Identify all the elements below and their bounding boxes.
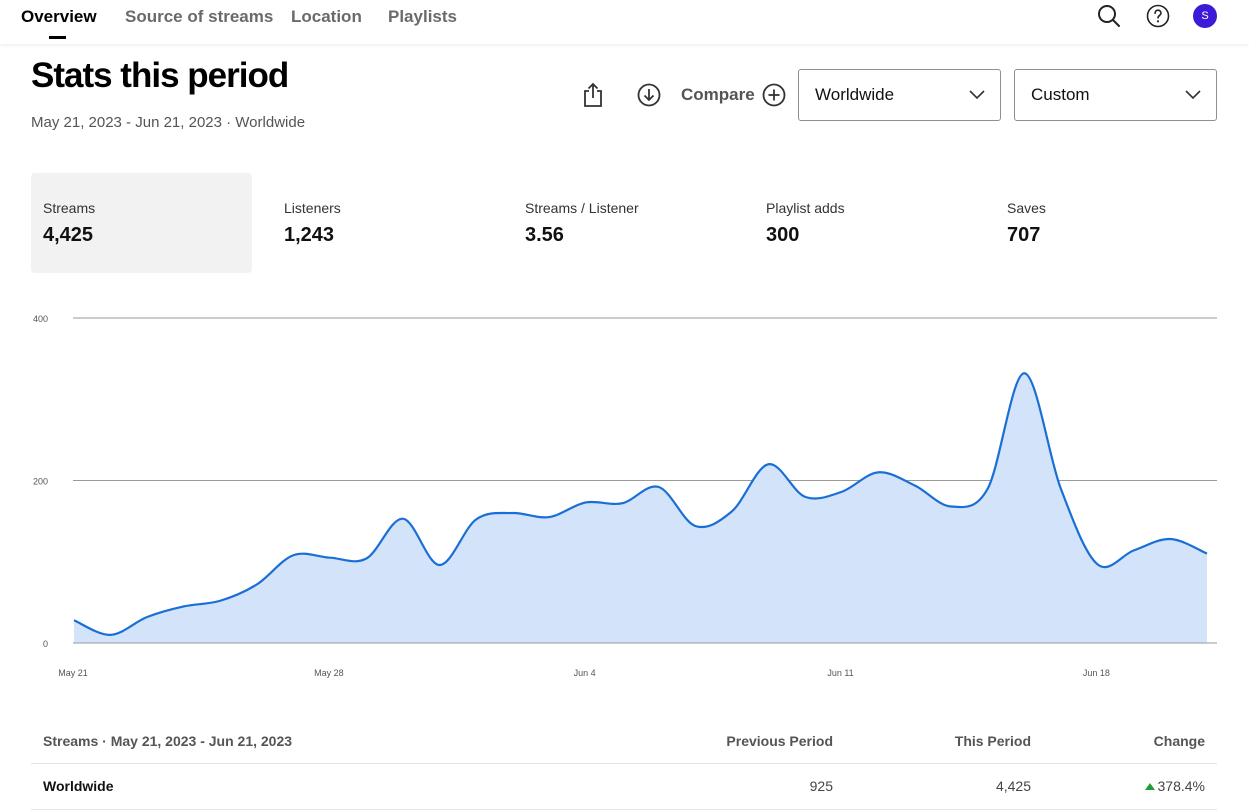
series-line xyxy=(73,372,1208,636)
avatar[interactable]: S xyxy=(1193,4,1217,28)
table-header-previous[interactable]: Previous Period xyxy=(726,733,833,749)
table-row[interactable]: Worldwide 925 4,425 378.4% xyxy=(31,764,1217,810)
region-select[interactable]: Worldwide xyxy=(798,69,1001,121)
table-header-change[interactable]: Change xyxy=(1153,733,1205,749)
stat-label: Streams xyxy=(43,200,96,216)
tab-location[interactable]: Location xyxy=(291,7,362,26)
period-subtitle: May 21, 2023 - Jun 21, 2023 · Worldwide xyxy=(31,114,306,131)
period-select-value: Custom xyxy=(1031,85,1090,104)
active-tab-indicator xyxy=(49,36,66,39)
search-icon[interactable] xyxy=(1096,3,1122,29)
region-select-value: Worldwide xyxy=(815,85,895,104)
tab-overview[interactable]: Overview xyxy=(21,7,97,26)
stat-label: Saves xyxy=(1007,200,1046,216)
row-current: 4,425 xyxy=(995,778,1031,794)
x-tick-label: Jun 4 xyxy=(574,668,596,678)
y-tick-label: 400 xyxy=(33,314,48,324)
x-tick-label: May 28 xyxy=(314,668,344,678)
chevron-down-icon xyxy=(968,88,986,106)
share-icon[interactable] xyxy=(580,81,606,109)
x-tick-label: Jun 18 xyxy=(1083,668,1110,678)
tab-playlists[interactable]: Playlists xyxy=(388,7,457,26)
table-header-current[interactable]: This Period xyxy=(954,733,1031,749)
streams-chart[interactable]: 0 200 400 May 21 May 28 Jun 4 Jun 11 Jun 18 xyxy=(0,300,1249,690)
page-title: Stats this period xyxy=(31,56,289,95)
trend-up-icon xyxy=(1144,783,1155,790)
streams-table: Streams · May 21, 2023 - Jun 21, 2023 Pr… xyxy=(31,722,1217,810)
row-change-value: 378.4% xyxy=(1157,778,1205,794)
y-tick-label: 0 xyxy=(43,639,48,649)
download-icon[interactable] xyxy=(636,82,662,108)
stat-label: Streams / Listener xyxy=(525,200,639,216)
chevron-down-icon xyxy=(1184,88,1202,106)
x-tick-label: May 21 xyxy=(58,668,88,678)
row-change: 378.4% xyxy=(1144,778,1205,794)
period-select[interactable]: Custom xyxy=(1014,69,1217,121)
row-previous: 925 xyxy=(809,778,833,794)
compare-button[interactable]: Compare xyxy=(681,85,755,104)
stat-card-playlist-adds[interactable]: Playlist adds 300 xyxy=(754,173,975,273)
tab-source-of-streams[interactable]: Source of streams xyxy=(125,7,274,26)
x-tick-label: Jun 11 xyxy=(827,668,853,678)
stat-card-streams-per-listener[interactable]: Streams / Listener 3.56 xyxy=(513,173,734,273)
stat-label: Playlist adds xyxy=(766,200,845,216)
row-name: Worldwide xyxy=(43,778,114,794)
top-navigation: Overview Source of streams Location Play… xyxy=(0,0,1249,44)
table-header: Streams · May 21, 2023 - Jun 21, 2023 Pr… xyxy=(31,722,1217,764)
stat-value: 3.56 xyxy=(525,224,564,246)
stat-card-streams[interactable]: Streams 4,425 xyxy=(31,173,252,273)
stat-value: 1,243 xyxy=(284,224,335,246)
plus-circle-icon[interactable] xyxy=(761,82,787,108)
series-area xyxy=(74,373,1207,643)
stat-card-listeners[interactable]: Listeners 1,243 xyxy=(272,173,493,273)
table-header-name: Streams · May 21, 2023 - Jun 21, 2023 xyxy=(43,733,293,749)
help-icon[interactable] xyxy=(1145,3,1171,29)
y-tick-label: 200 xyxy=(33,477,48,487)
stat-value: 4,425 xyxy=(43,224,94,246)
stat-label: Listeners xyxy=(284,200,341,216)
stat-value: 707 xyxy=(1007,224,1041,246)
stat-card-saves[interactable]: Saves 707 xyxy=(995,173,1216,273)
stat-value: 300 xyxy=(766,224,800,246)
